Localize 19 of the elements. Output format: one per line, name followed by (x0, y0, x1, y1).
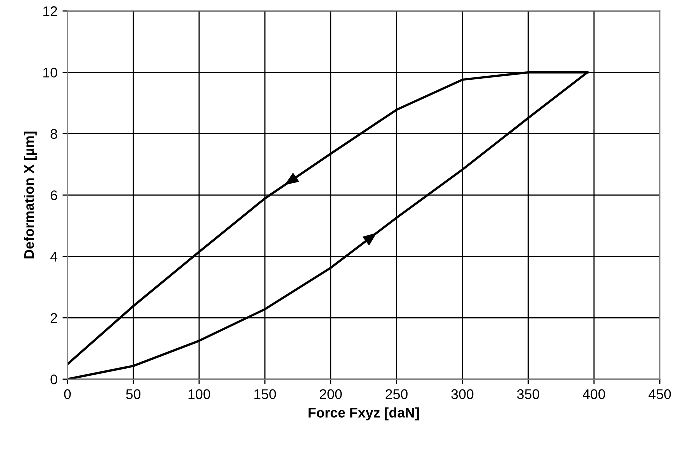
x-tick-label: 50 (126, 389, 141, 400)
x-tick-label: 150 (254, 389, 276, 400)
x-tick-label: 250 (386, 389, 408, 400)
x-tick-label: 350 (517, 389, 540, 400)
x-tick-label: 200 (320, 389, 342, 400)
y-tick-label: 8 (50, 129, 58, 140)
y-axis-title: Deformation X [µm] (24, 132, 37, 259)
x-tick-label: 400 (582, 389, 606, 400)
x-tick-label: 300 (452, 389, 474, 400)
y-tick-label: 10 (44, 68, 58, 78)
y-tick-label: 12 (44, 6, 58, 16)
x-tick-label: 100 (188, 389, 210, 400)
y-tick-label: 2 (50, 313, 58, 324)
x-axis-title: Force Fxyz [daN] (308, 408, 420, 421)
y-tick-label: 6 (50, 190, 58, 200)
y-tick-label: 0 (50, 374, 58, 385)
x-tick-label: 450 (648, 389, 672, 400)
x-tick-label: 0 (64, 389, 72, 400)
y-tick-label: 4 (50, 252, 58, 262)
